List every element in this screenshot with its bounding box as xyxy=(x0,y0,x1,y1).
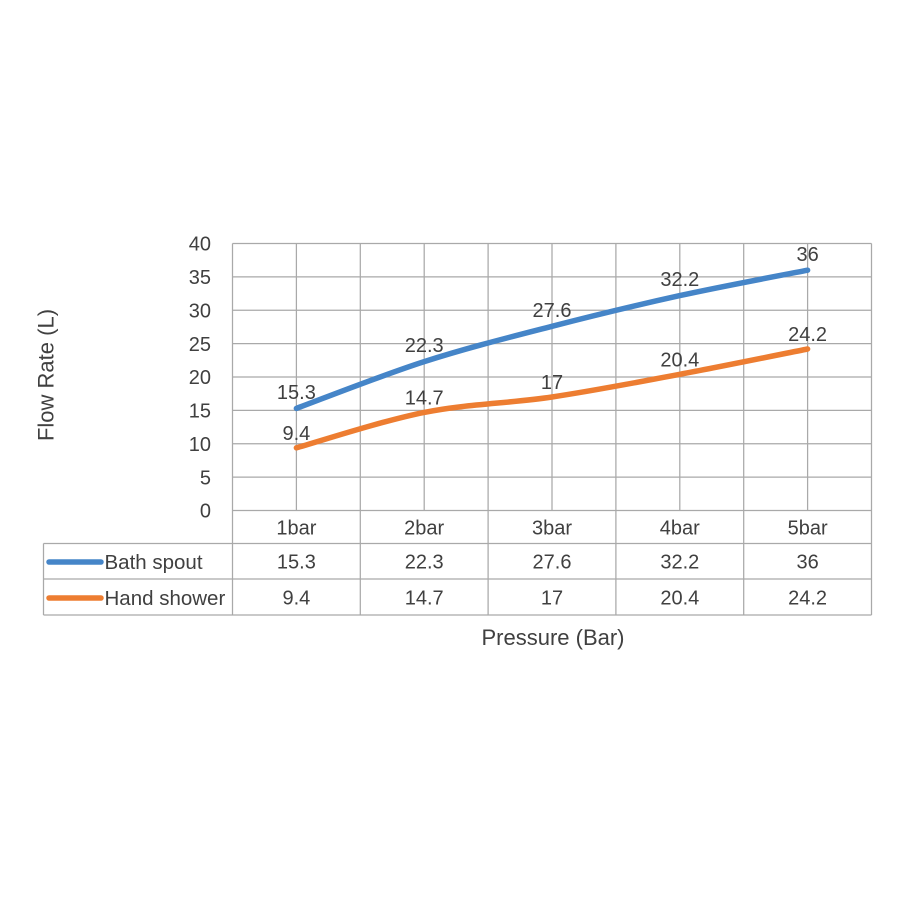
svg-text:22.3: 22.3 xyxy=(405,335,444,357)
svg-text:10: 10 xyxy=(189,434,211,456)
svg-text:Pressure (Bar): Pressure (Bar) xyxy=(481,625,624,650)
svg-text:25: 25 xyxy=(189,334,211,356)
svg-text:14.7: 14.7 xyxy=(405,588,444,610)
svg-text:17: 17 xyxy=(541,588,563,610)
svg-text:4bar: 4bar xyxy=(660,518,700,540)
svg-text:30: 30 xyxy=(189,300,211,322)
svg-text:27.6: 27.6 xyxy=(533,300,572,322)
svg-text:15.3: 15.3 xyxy=(277,552,316,574)
svg-text:22.3: 22.3 xyxy=(405,552,444,574)
svg-text:9.4: 9.4 xyxy=(282,423,310,445)
svg-text:17: 17 xyxy=(541,372,563,394)
svg-text:3bar: 3bar xyxy=(532,518,572,540)
svg-text:20.4: 20.4 xyxy=(660,349,699,371)
svg-text:5: 5 xyxy=(200,467,211,489)
svg-text:27.6: 27.6 xyxy=(533,552,572,574)
svg-text:20.4: 20.4 xyxy=(660,588,699,610)
svg-text:Flow Rate (L): Flow Rate (L) xyxy=(34,309,59,441)
svg-text:35: 35 xyxy=(189,267,211,289)
svg-text:32.2: 32.2 xyxy=(660,552,699,574)
svg-text:Bath spout: Bath spout xyxy=(105,551,203,574)
svg-text:24.2: 24.2 xyxy=(788,324,827,346)
svg-text:14.7: 14.7 xyxy=(405,388,444,410)
svg-text:20: 20 xyxy=(189,367,211,389)
svg-text:0: 0 xyxy=(200,501,211,523)
svg-text:Hand shower: Hand shower xyxy=(105,587,226,610)
svg-text:36: 36 xyxy=(796,552,818,574)
svg-text:40: 40 xyxy=(189,234,211,256)
svg-text:24.2: 24.2 xyxy=(788,588,827,610)
svg-text:15.3: 15.3 xyxy=(277,382,316,404)
svg-text:15: 15 xyxy=(189,401,211,423)
svg-text:1bar: 1bar xyxy=(276,518,316,540)
svg-text:5bar: 5bar xyxy=(788,518,828,540)
svg-text:36: 36 xyxy=(796,244,818,266)
svg-text:9.4: 9.4 xyxy=(282,588,310,610)
svg-text:32.2: 32.2 xyxy=(660,269,699,291)
svg-text:2bar: 2bar xyxy=(404,518,444,540)
